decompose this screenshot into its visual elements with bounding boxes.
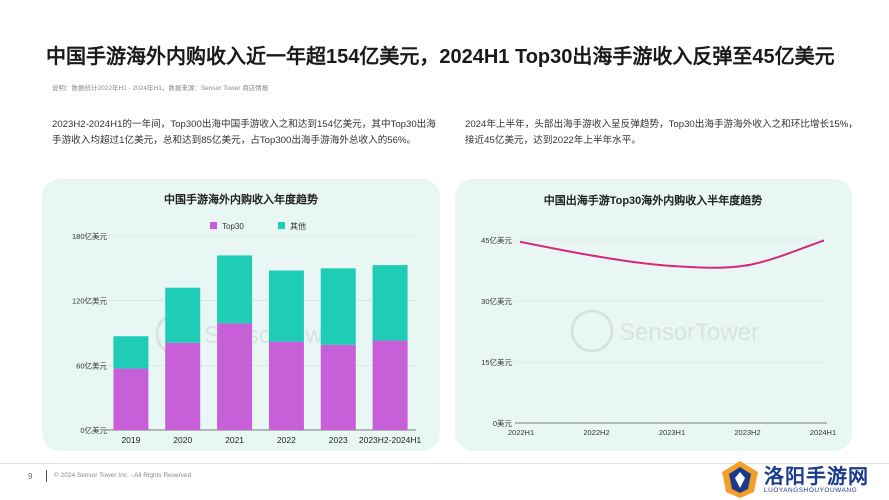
footer-divider bbox=[0, 463, 889, 464]
legend-swatch-1 bbox=[278, 222, 285, 229]
site-badge: 洛阳手游网 LUOYANGSHOUYOUWANG bbox=[712, 458, 889, 500]
legend-label-1: 其他 bbox=[290, 221, 306, 231]
y-tick-label: 60亿美元 bbox=[76, 360, 107, 370]
summary-paragraph-left: 2023H2-2024H1的一年间，Top300出海中国手游收入之和达到154亿… bbox=[52, 119, 436, 146]
x-tick-label: 2024H1 bbox=[810, 428, 836, 437]
bar-other bbox=[372, 265, 408, 341]
x-tick-label: 2023 bbox=[329, 435, 348, 445]
x-tick-label: 2023H2-2024H1 bbox=[359, 435, 422, 445]
x-tick-label: 2022 bbox=[277, 435, 296, 445]
annual-revenue-chart: 中国手游海外内购收入年度趋势SensorTowerTop30其他0亿美元60亿美… bbox=[72, 192, 422, 445]
y-tick-label: 180亿美元 bbox=[72, 231, 108, 241]
site-logo-icon bbox=[722, 461, 758, 498]
bar-other bbox=[268, 270, 304, 342]
chart-title: 中国手游海外内购收入年度趋势 bbox=[164, 192, 318, 206]
bar-other bbox=[217, 255, 253, 324]
x-tick-label: 2023H2 bbox=[734, 428, 760, 437]
x-tick-label: 2019 bbox=[121, 435, 140, 445]
bar-other bbox=[165, 287, 201, 343]
x-tick-label: 2023H1 bbox=[659, 428, 685, 437]
page-title: 中国手游海外内购收入近一年超154亿美元，2024H1 Top30出海手游收入反… bbox=[46, 46, 835, 68]
site-badge-name: 洛阳手游网 bbox=[764, 466, 869, 488]
source-note: 说明：数据统计2022年H1 - 2024年H1。数据来源：Sensor Tow… bbox=[52, 85, 269, 92]
bar-top30 bbox=[372, 340, 408, 430]
bar-other bbox=[320, 268, 356, 345]
bar-top30 bbox=[165, 342, 201, 430]
bar-other bbox=[113, 336, 149, 369]
page-number: 9 bbox=[28, 472, 33, 481]
half-year-revenue-panel: 中国出海手游Top30海外内购收入半年度趋势 SensorTower 0美元 15亿美… bbox=[455, 179, 852, 451]
data-point bbox=[670, 264, 674, 268]
y-tick-label: 15亿美元 bbox=[481, 357, 512, 367]
data-point bbox=[519, 240, 523, 244]
legend-swatch-0 bbox=[210, 222, 217, 229]
bar-top30 bbox=[113, 368, 149, 430]
bar-top30 bbox=[217, 323, 253, 430]
y-tick-label: 0亿美元 bbox=[80, 425, 107, 435]
watermark-logo-icon bbox=[570, 309, 614, 353]
data-point bbox=[746, 264, 749, 267]
y-tick-label: 0美元 bbox=[493, 418, 513, 428]
y-tick-label: 45亿美元 bbox=[481, 235, 512, 245]
x-tick-label: 2021 bbox=[225, 435, 244, 445]
summary-paragraph-right: 2024年上半年，头部出海手游收入呈反弹趋势，Top30出海手游海外收入之和环比… bbox=[465, 119, 858, 146]
y-tick-label: 120亿美元 bbox=[72, 296, 108, 306]
data-point bbox=[595, 255, 598, 258]
watermark-text: SensorTower bbox=[619, 319, 759, 346]
bar-top30 bbox=[320, 344, 356, 430]
series-line bbox=[520, 239, 824, 269]
data-point bbox=[821, 239, 825, 243]
x-tick-label: 2020 bbox=[173, 435, 192, 445]
annual-revenue-panel: 中国手游海外内购收入年度趋势SensorTowerTop30其他0亿美元60亿美… bbox=[42, 179, 440, 451]
y-tick-label: 30亿美元 bbox=[481, 296, 512, 306]
copyright-text: © 2024 Sensor Tower Inc. - All Rights Re… bbox=[54, 472, 192, 479]
chart-title: 中国出海手游Top30海外内购收入半年度趋势 bbox=[544, 193, 763, 207]
half-year-revenue-chart: 中国出海手游Top30海外内购收入半年度趋势 SensorTower 0美元 15亿美… bbox=[481, 193, 836, 437]
footer-separator bbox=[46, 470, 47, 482]
site-badge-subtitle: LUOYANGSHOUYOUWANG bbox=[764, 487, 858, 494]
bar-top30 bbox=[268, 341, 304, 430]
x-tick-label: 2022H2 bbox=[583, 428, 609, 437]
x-tick-label: 2022H1 bbox=[508, 428, 534, 437]
legend-label-0: Top30 bbox=[222, 222, 244, 231]
